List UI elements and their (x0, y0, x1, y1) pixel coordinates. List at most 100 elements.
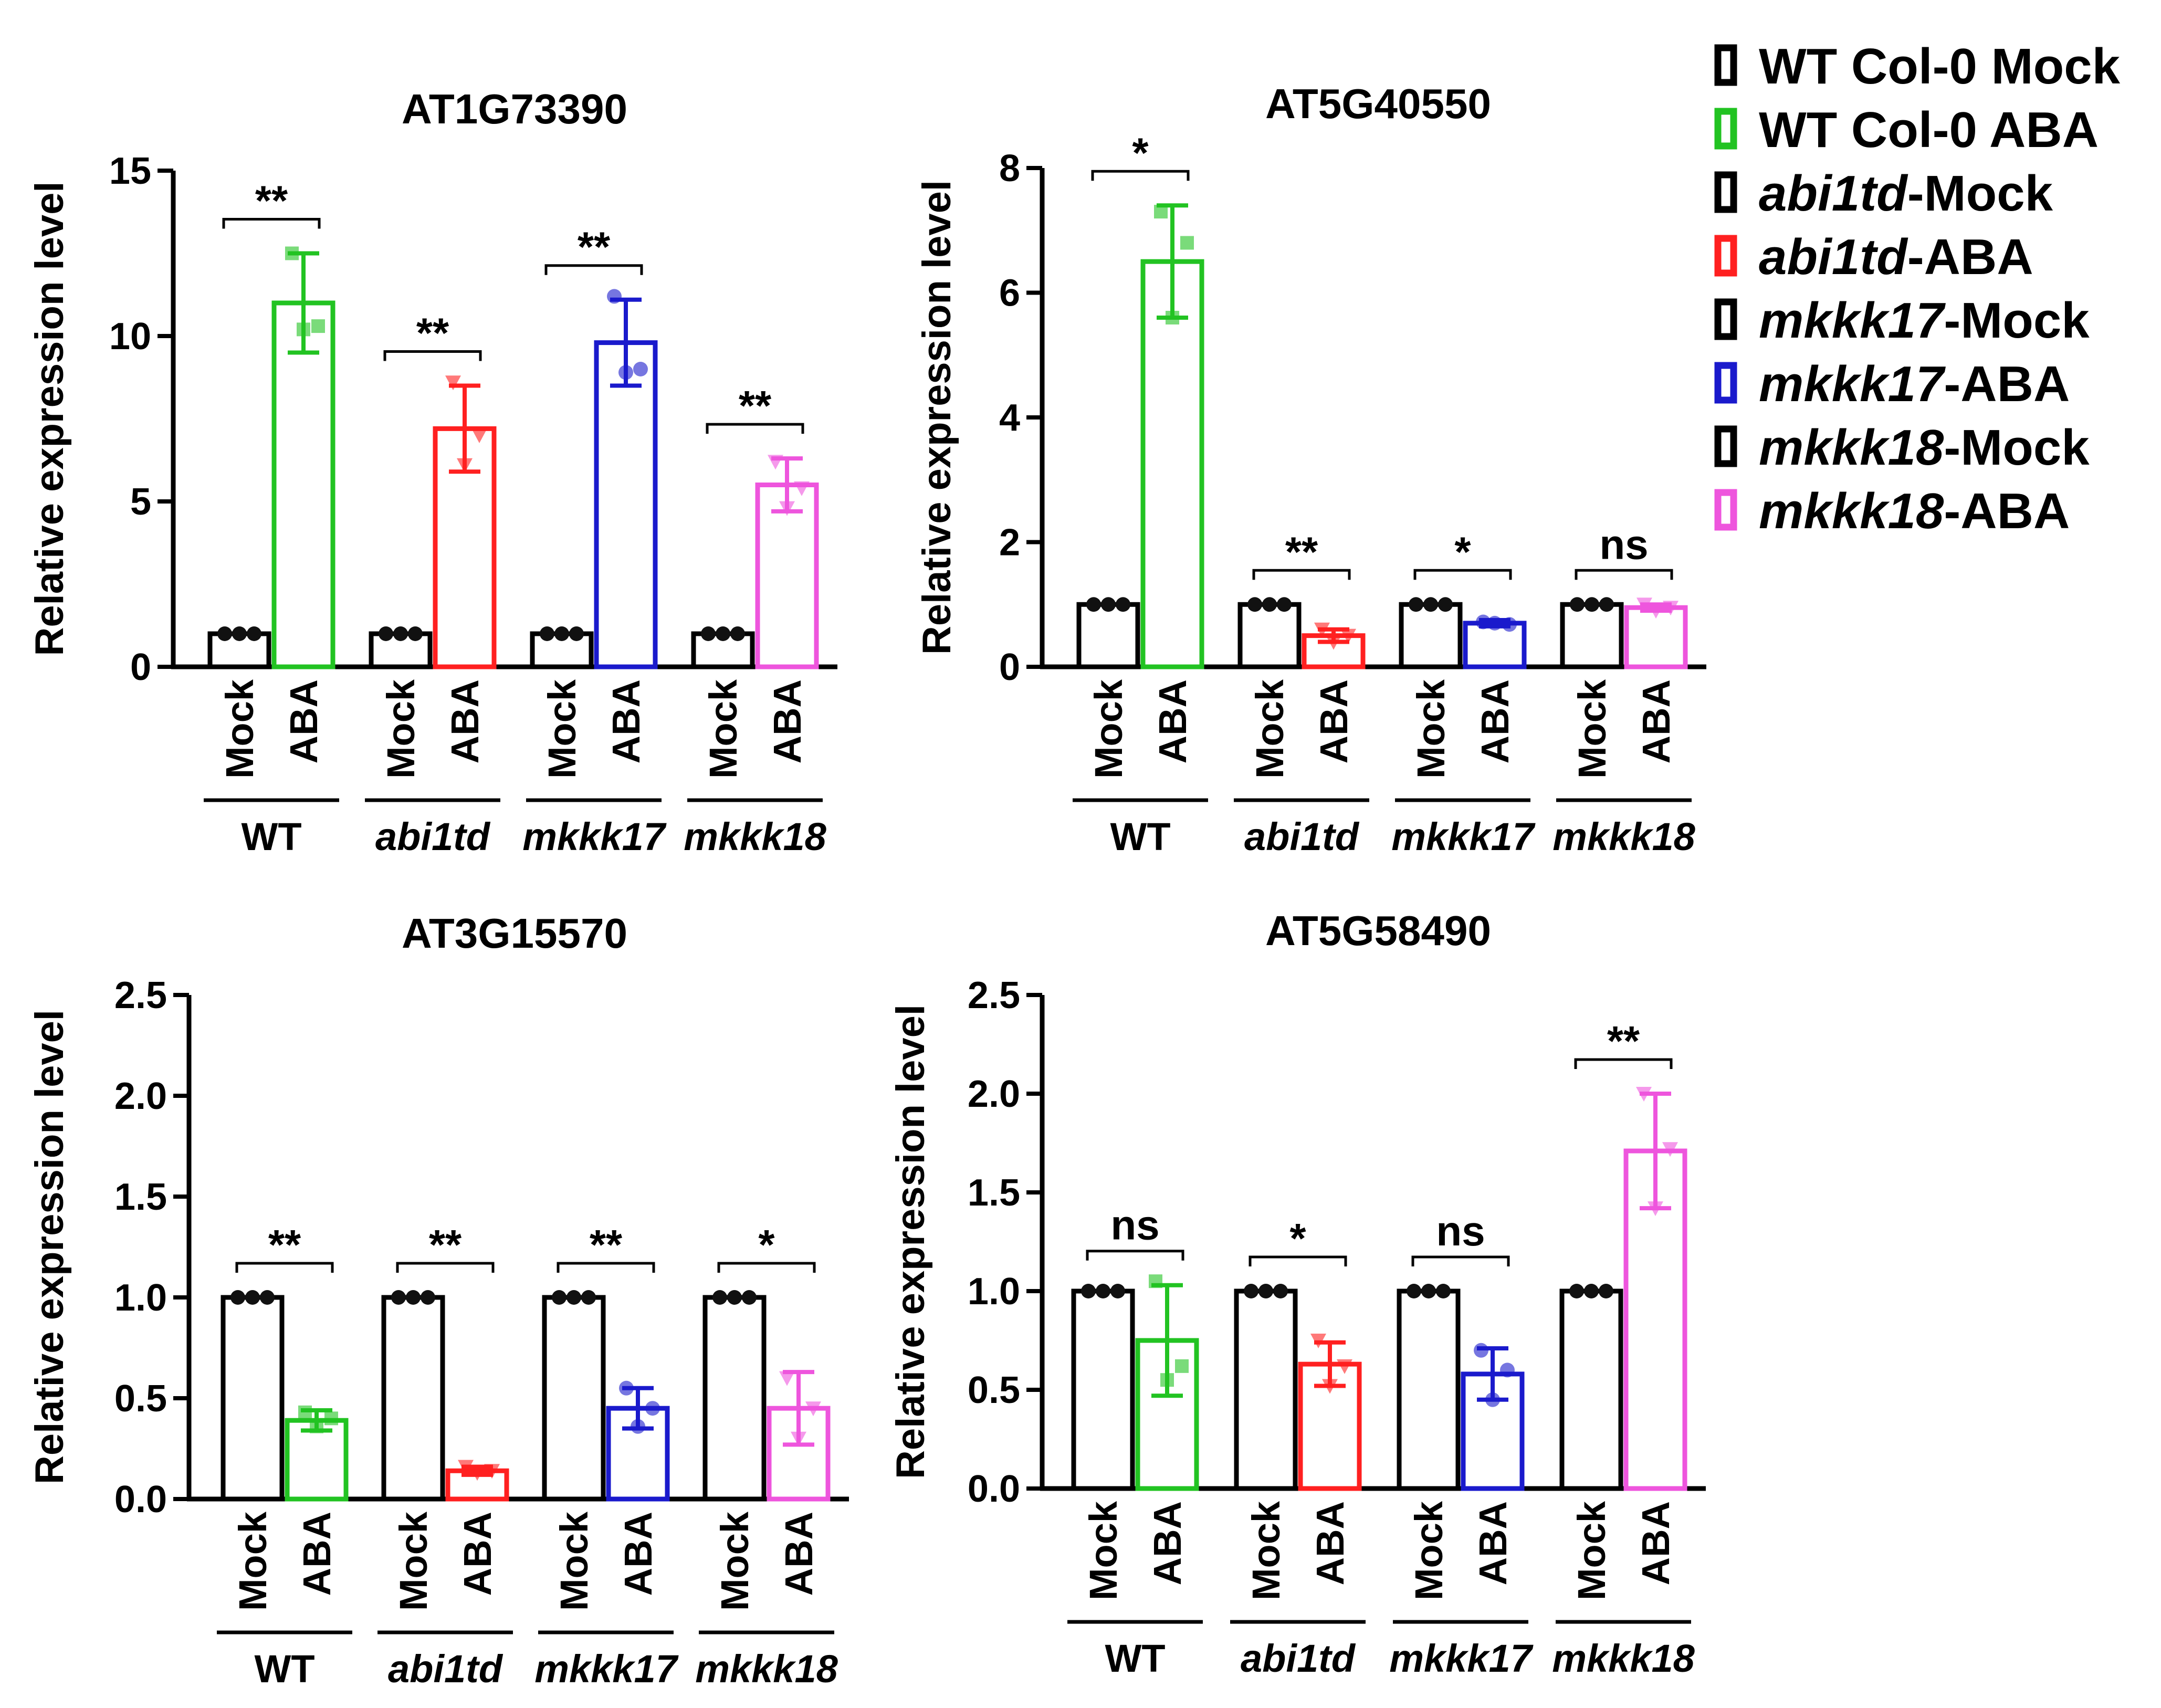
bar-mock (369, 631, 433, 669)
data-point (645, 1401, 660, 1416)
significance-label: ns (1599, 521, 1648, 568)
chart-title: AT3G15570 (402, 910, 627, 957)
legend-swatch (1714, 171, 1737, 213)
x-tick-label: ABA (456, 1512, 499, 1596)
bar-group: ** Mock ABA mkkk18 (1552, 1018, 1695, 1680)
y-tick-label: 5 (130, 481, 151, 523)
significance-label: ns (1436, 1208, 1485, 1254)
data-point (1599, 597, 1614, 612)
data-point (1569, 1284, 1584, 1298)
y-axis-label: Relative expression level (915, 180, 959, 655)
y-tick-label: 8 (999, 148, 1020, 190)
bar-mock (1559, 1288, 1623, 1491)
significance-bracket (1249, 1255, 1347, 1266)
significance-bracket (1411, 1255, 1510, 1266)
legend-label-part: -ABA (1944, 356, 2070, 412)
x-tick-label: ABA (1151, 679, 1194, 763)
data-point (712, 1290, 727, 1305)
y-tick-label: 0.5 (114, 1378, 167, 1420)
chart-panel: AT5G58490 Relative expression level 0.0 0.5… (888, 907, 1706, 1680)
legend-item: WT Col-0 ABA (1714, 102, 2099, 158)
bar-mock (381, 1295, 445, 1502)
bar-group: ns Mock ABA mkkk17 (1389, 1208, 1534, 1680)
data-point (730, 626, 745, 641)
data-point (1407, 1284, 1421, 1298)
data-point (633, 362, 648, 376)
y-tick-label: 2.0 (968, 1073, 1020, 1115)
group-label: mkkk17 (1391, 815, 1536, 858)
data-point (552, 1290, 567, 1305)
bar-group: ** Mock ABA abi1td (1234, 528, 1369, 858)
bar-mock (1237, 602, 1302, 669)
y-tick-label: 2 (999, 522, 1020, 564)
data-point (406, 1290, 421, 1305)
x-tick-label: ABA (1308, 1501, 1352, 1585)
data-point (1409, 597, 1423, 612)
data-point (324, 1411, 338, 1426)
bar-mock (542, 1295, 606, 1502)
data-point (1423, 597, 1438, 612)
x-tick-label: ABA (1473, 679, 1517, 763)
legend-swatch (1714, 489, 1737, 531)
data-point (794, 481, 810, 496)
data-point (1081, 1284, 1096, 1298)
bar-group: ns Mock ABA WT (1067, 1202, 1203, 1680)
data-point (1258, 1284, 1273, 1298)
data-point (727, 1290, 742, 1305)
group-label: mkkk18 (1552, 815, 1695, 858)
significance-label: ** (1285, 528, 1318, 575)
legend-label: WT Col-0 ABA (1759, 102, 2099, 158)
x-tick-label: Mock (1570, 1501, 1613, 1600)
legend-label-part: mkkk18 (1759, 483, 1944, 539)
y-tick-label: 2.5 (114, 974, 167, 1017)
significance-label: ** (590, 1221, 623, 1268)
significance-label: * (1132, 129, 1149, 176)
chart-panel: AT1G73390 Relative expression level 0 5 10 15… (27, 86, 837, 858)
y-tick-label: 0 (130, 646, 151, 688)
bar-group: ** Mock ABA mkkk18 (684, 382, 826, 858)
data-point (1662, 1142, 1678, 1157)
bar-group: ** Mock ABA mkkk17 (534, 1221, 679, 1691)
significance-bracket (1252, 569, 1351, 580)
data-point (1277, 597, 1292, 612)
data-point (779, 1371, 795, 1386)
data-point (393, 626, 408, 641)
data-point (1421, 1284, 1436, 1298)
data-point (217, 626, 232, 641)
significance-bracket (1413, 569, 1512, 580)
x-tick-label: ABA (282, 679, 326, 763)
bar-group: ** Mock ABA WT (217, 1221, 352, 1691)
legend-swatch (1714, 108, 1737, 150)
y-tick-label: 1.0 (968, 1271, 1020, 1313)
data-point (1570, 597, 1585, 612)
legend-label-part: -Mock (1944, 420, 2090, 476)
x-tick-label: Mock (701, 679, 745, 779)
group-label: WT (1110, 815, 1170, 858)
y-tick-label: 0 (999, 646, 1020, 688)
group-label: mkkk17 (522, 815, 667, 858)
x-tick-label: ABA (1312, 679, 1356, 763)
group-label: WT (254, 1647, 314, 1691)
y-tick-label: 1.5 (968, 1172, 1020, 1214)
significance-bracket (717, 1262, 816, 1273)
data-point (567, 1290, 581, 1305)
data-point (701, 626, 716, 641)
legend-label-part: -Mock (1944, 292, 2090, 349)
significance-label: * (1289, 1215, 1306, 1262)
x-tick-label: Mock (1082, 1501, 1125, 1600)
legend-label-part: abi1td (1759, 229, 1908, 285)
data-point (742, 1290, 757, 1305)
data-point (260, 1290, 275, 1305)
data-point (1273, 1284, 1288, 1298)
data-point (1247, 597, 1262, 612)
chart-panel: AT5G40550 Relative expression level 0 2 4 6 8 *… (915, 80, 1706, 858)
data-point (1340, 628, 1356, 644)
y-tick-label: 1.5 (114, 1176, 167, 1218)
data-point (540, 626, 554, 641)
data-point (1500, 1363, 1515, 1378)
bar-group: ** Mock ABA WT (204, 177, 339, 858)
legend-label-part: mkkk17 (1759, 292, 1946, 349)
bar-mock (1076, 602, 1140, 669)
data-point (805, 1401, 821, 1417)
significance-bracket (544, 264, 643, 275)
